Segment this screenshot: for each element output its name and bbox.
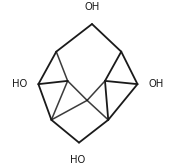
Text: HO: HO [12, 79, 27, 89]
Text: OH: OH [149, 79, 164, 89]
Text: OH: OH [84, 2, 100, 12]
Text: HO: HO [70, 155, 85, 165]
